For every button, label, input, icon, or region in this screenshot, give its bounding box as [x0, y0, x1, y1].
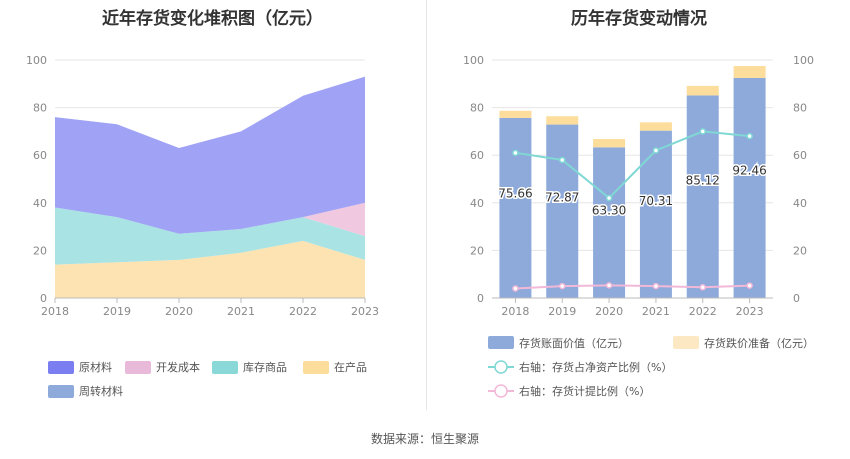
line-point — [699, 284, 706, 291]
bar-book-value — [639, 130, 672, 298]
bar-book-value — [686, 95, 719, 298]
legend-label-net-asset-ratio: 右轴：存货占净资产比例（%） — [519, 360, 672, 374]
x-tick-label: 2023 — [351, 305, 379, 318]
y-tick-label: 80 — [33, 102, 47, 115]
x-tick-label: 2021 — [642, 305, 670, 318]
y-tick-label: 60 — [33, 149, 47, 162]
y-tick-label: 80 — [470, 102, 484, 115]
y-tick-label: 20 — [470, 244, 484, 257]
y-tick-label: 0 — [477, 292, 484, 305]
line-point — [512, 285, 519, 292]
x-tick-label: 2022 — [689, 305, 717, 318]
bar-value-label: 75.66 — [498, 187, 532, 201]
y-tick-label: 0 — [40, 292, 47, 305]
left-chart-title: 近年存货变化堆积图（亿元） — [102, 9, 323, 29]
bar-provision — [546, 116, 579, 125]
x-tick-label: 2023 — [736, 305, 764, 318]
bar-provision — [593, 139, 626, 148]
line-point — [605, 194, 613, 202]
y2-tick-label: 80 — [793, 102, 807, 115]
bar-value-label: 63.30 — [592, 204, 626, 218]
legend-marker-swatch — [494, 360, 508, 374]
legend-swatch-book-value — [488, 336, 514, 349]
line-point — [559, 156, 566, 164]
legend-swatch-开发成本 — [125, 361, 151, 374]
bar-value-label: 92.46 — [732, 163, 766, 177]
line-series-provision-ratio — [515, 284, 750, 290]
bar-provision — [499, 110, 532, 118]
line-point — [559, 282, 566, 290]
bar-provision — [639, 122, 672, 131]
bar-provision — [733, 66, 766, 78]
x-tick-label: 2018 — [41, 305, 69, 318]
x-tick-label: 2019 — [548, 305, 576, 318]
bar-value-label: 70.31 — [639, 194, 673, 208]
legend-label-原材料: 原材料 — [79, 360, 112, 374]
inventory-change-chart-panel: 历年存货变动情况 0 0 20 20 40 40 60 60 80 80 100 100 75.66 20… — [428, 0, 850, 410]
legend-marker-swatch — [494, 384, 508, 398]
area-series-原材料 — [55, 76, 365, 234]
right-chart-title: 历年存货变动情况 — [571, 9, 707, 29]
bar-book-value — [733, 77, 766, 299]
area-series-在产品 — [55, 240, 365, 298]
line-point — [746, 132, 753, 140]
data-source-label: 数据来源：恒生聚源 — [370, 432, 479, 446]
stacked-area-chart-panel: 近年存货变化堆积图（亿元） 0 20 40 60 80 100 2018 2019 2020 20… — [0, 0, 425, 410]
bar-value-label: 72.87 — [545, 190, 579, 204]
y2-tick-label: 40 — [793, 197, 807, 210]
bar-provision — [686, 85, 719, 96]
line-point — [652, 147, 660, 154]
line-point — [746, 282, 753, 289]
legend-swatch-provision — [673, 336, 699, 349]
line-series-net-asset-ratio — [515, 130, 750, 200]
line-point — [699, 128, 706, 135]
legend-swatch-在产品 — [303, 361, 329, 374]
y-tick-label: 40 — [33, 197, 47, 210]
x-tick-label: 2022 — [289, 305, 317, 318]
stacked-area-chart: 0 20 40 60 80 100 2018 2019 2020 2021 2022 2023 原材料 开… — [26, 54, 379, 398]
bar-book-value — [546, 124, 579, 298]
bar-value-label: 85.12 — [686, 174, 720, 188]
legend-label-开发成本: 开发成本 — [156, 360, 200, 374]
y-tick-label: 100 — [463, 54, 484, 67]
y2-tick-label: 100 — [793, 54, 814, 67]
y-tick-label: 20 — [33, 244, 47, 257]
y2-tick-label: 60 — [793, 149, 807, 162]
legend-label-周转材料: 周转材料 — [79, 384, 123, 398]
x-tick-label: 2019 — [103, 305, 131, 318]
y-tick-label: 40 — [470, 197, 484, 210]
line-point — [512, 149, 519, 157]
area-series-库存商品 — [55, 207, 365, 265]
line-point — [652, 282, 660, 290]
y-tick-label: 60 — [470, 149, 484, 162]
x-tick-label: 2021 — [227, 305, 255, 318]
legend-label-book-value: 存货账面价值（亿元） — [519, 336, 629, 350]
bar-book-value — [499, 117, 532, 298]
x-tick-label: 2020 — [165, 305, 193, 318]
legend-label-provision: 存货跌价准备（亿元） — [704, 336, 814, 350]
x-tick-label: 2020 — [595, 305, 623, 318]
bar-book-value — [593, 147, 626, 298]
legend-swatch-原材料 — [48, 361, 74, 374]
panel-divider — [426, 0, 427, 410]
y2-tick-label: 20 — [793, 244, 807, 257]
y2-tick-label: 0 — [793, 292, 800, 305]
legend-swatch-周转材料 — [48, 385, 74, 398]
line-point — [605, 282, 613, 289]
legend-swatch-库存商品 — [212, 361, 238, 374]
legend-label-在产品: 在产品 — [334, 360, 367, 374]
legend-label-库存商品: 库存商品 — [243, 360, 287, 374]
y-tick-label: 100 — [26, 54, 47, 67]
x-tick-label: 2018 — [501, 305, 529, 318]
legend-label-provision-ratio: 右轴：存货计提比例（%） — [519, 384, 650, 398]
